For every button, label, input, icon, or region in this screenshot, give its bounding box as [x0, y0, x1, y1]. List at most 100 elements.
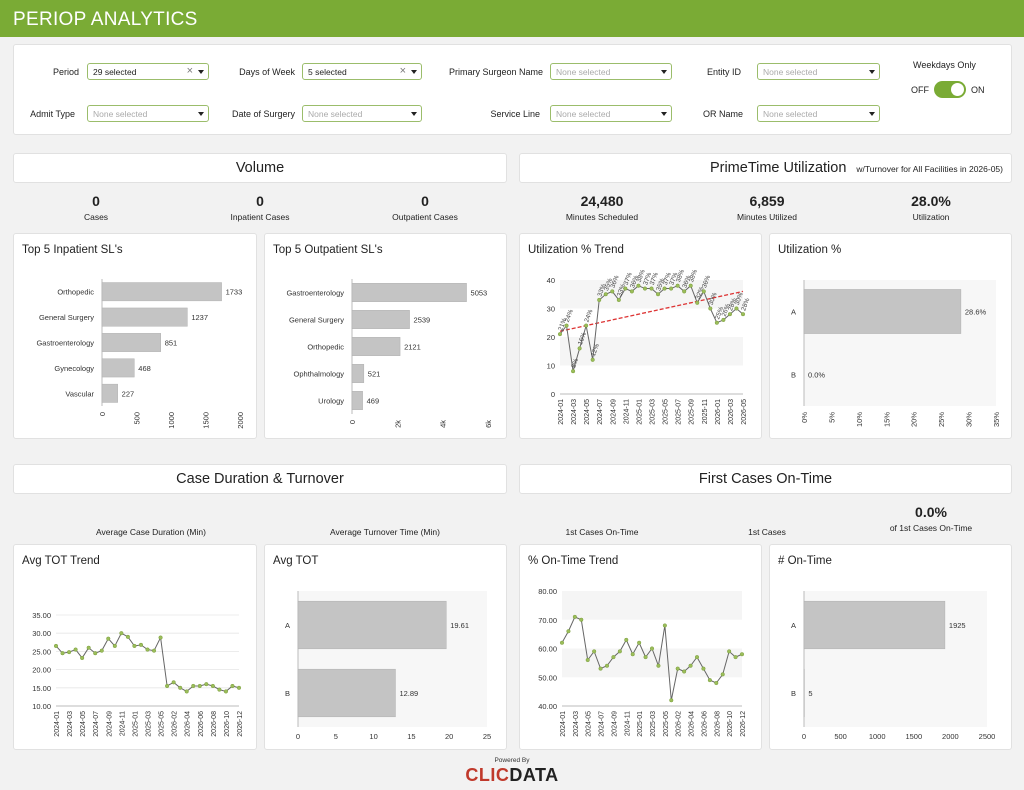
tick-label: 2025-09 [689, 399, 696, 425]
data-label: 35% [655, 277, 666, 292]
tick-label: 15.00 [32, 684, 51, 693]
data-label: 36% [681, 274, 692, 289]
data-point [727, 649, 732, 654]
kpi-label: Average Case Duration (Min) [96, 527, 206, 537]
tick-label: 2026-08 [714, 711, 721, 737]
primary-surgeon-select[interactable]: None selected [550, 63, 672, 80]
data-label: 2539 [414, 316, 431, 325]
tick-label: 1500 [905, 732, 922, 741]
avg-tot-widget: Avg TOT A 19.61 B 12.89 0 5 10 15 20 25 [264, 544, 507, 750]
bar [351, 364, 365, 383]
clear-icon[interactable]: × [399, 65, 406, 77]
service-line-select[interactable]: None selected [550, 105, 672, 122]
data-label: 37% [623, 271, 634, 286]
grid-band [560, 280, 743, 309]
kpi-value: 28.0% [911, 193, 951, 209]
kpi-label: 1st Cases On-Time [565, 527, 639, 537]
data-point [642, 286, 648, 291]
or-name-select[interactable]: None selected [757, 105, 880, 122]
admit-type-placeholder: None selected [93, 109, 148, 119]
data-label: 38% [675, 269, 686, 284]
days-of-week-value: 5 selected [308, 67, 347, 77]
data-point [694, 655, 700, 660]
admit-type-select[interactable]: None selected [87, 105, 209, 122]
data-label: 30% [708, 291, 719, 306]
tick-label: 2026-02 [676, 711, 683, 737]
bar [351, 310, 410, 329]
kpi-avg-case-duration: Average Case Duration (Min) [61, 524, 241, 537]
powered-by-text: Powered By [494, 757, 530, 764]
data-point [610, 289, 615, 294]
category-label: A [285, 621, 290, 630]
data-point [80, 655, 85, 661]
chevron-down-icon [411, 112, 417, 116]
kpi-label: Average Turnover Time (Min) [330, 527, 440, 537]
bar [351, 391, 363, 410]
admit-type-label: Admit Type [30, 109, 75, 119]
data-point [145, 647, 150, 652]
tick-label: 10% [855, 412, 864, 427]
data-label: 1925 [949, 621, 966, 630]
data-label: 30% [734, 291, 745, 306]
tick-label: 10.00 [32, 702, 51, 711]
tick-label: 15% [882, 412, 891, 427]
data-point [598, 666, 603, 671]
data-point [611, 655, 616, 660]
chevron-down-icon [198, 70, 204, 74]
footer: Powered By CLIC DATA [0, 757, 1024, 786]
data-point [701, 289, 706, 294]
duration-title: Case Duration & Turnover [176, 471, 344, 487]
kpi-cases: 0 Cases [21, 193, 171, 222]
tick-label: 5% [827, 412, 836, 423]
data-point [727, 312, 732, 317]
data-point [585, 657, 590, 663]
entity-id-select[interactable]: None selected [757, 63, 880, 80]
filter-panel: Period 29 selected × Days of Week 5 sele… [13, 44, 1012, 135]
kpi-value: 0 [92, 193, 100, 209]
data-point [67, 650, 72, 655]
weekdays-only-toggle[interactable] [934, 81, 966, 98]
tick-label: 5 [334, 732, 338, 741]
tick-label: 2026-04 [689, 711, 696, 737]
data-label: 5053 [471, 289, 488, 298]
widget-title: # On-Time [778, 555, 832, 567]
tick-label: 30 [547, 305, 555, 314]
chevron-down-icon [198, 112, 204, 116]
or-name-label: OR Name [702, 109, 743, 119]
data-point [603, 292, 608, 297]
tick-label: 2024-03 [67, 711, 74, 737]
clear-icon[interactable]: × [186, 65, 193, 77]
days-of-week-select[interactable]: 5 selected × [302, 63, 422, 80]
tick-label: 2025-01 [132, 711, 139, 737]
period-select[interactable]: 29 selected × [87, 63, 209, 80]
data-point [571, 369, 576, 374]
service-line-placeholder: None selected [556, 109, 611, 119]
data-point [106, 636, 111, 641]
tick-label: 20.00 [32, 666, 51, 675]
bar [803, 600, 946, 650]
data-point [675, 666, 680, 671]
data-point [675, 283, 680, 288]
logo-part: CLIC [465, 765, 510, 785]
primetime-title: PrimeTime Utilization [709, 160, 847, 176]
tick-label: 1000 [167, 412, 176, 429]
bar [101, 383, 118, 403]
tick-label: 0 [551, 390, 555, 399]
data-point [557, 332, 563, 337]
data-point [60, 651, 65, 656]
kpi-label: Minutes Scheduled [565, 212, 639, 222]
data-label: 26% [721, 303, 732, 318]
data-point [630, 652, 635, 657]
tick-label: 2026-10 [224, 711, 231, 737]
data-point [572, 614, 577, 619]
tick-label: 2024-11 [623, 399, 630, 424]
data-point [740, 312, 746, 317]
data-point [112, 643, 117, 648]
tick-label: 2024-01 [558, 399, 565, 425]
data-label: 5 [808, 689, 812, 698]
data-point [564, 323, 569, 328]
category-label: Gastroenterology [286, 289, 344, 298]
date-of-surgery-select[interactable]: None selected [302, 105, 422, 122]
entity-id-label: Entity ID [706, 67, 741, 77]
toggle-off-label: OFF [911, 85, 929, 95]
